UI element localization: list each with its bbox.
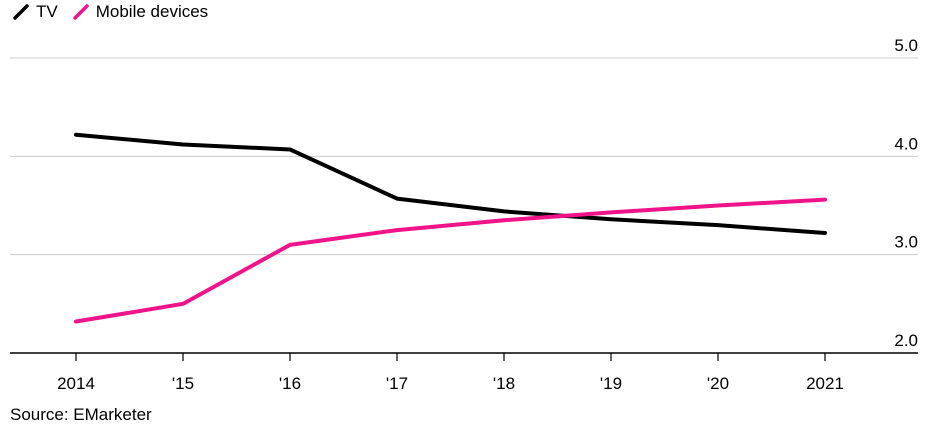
line-chart: 2.0 3.0 4.0 5.0 2014 '15 '16 '17 '18 '19 '20 2021 [10, 36, 918, 393]
y-tick-label: 5.0 [894, 36, 918, 55]
legend-item-mobile: Mobile devices [72, 2, 208, 22]
x-tick-label: 2021 [806, 374, 844, 393]
x-tick-label: '17 [386, 374, 408, 393]
x-tick-label: '20 [707, 374, 729, 393]
x-tick-label: '18 [493, 374, 515, 393]
legend-label-mobile: Mobile devices [95, 2, 209, 21]
y-tick-label: 3.0 [894, 233, 918, 252]
y-tick-label: 4.0 [894, 134, 918, 153]
legend: TV Mobile devices [12, 0, 222, 24]
tv-legend-swatch-icon [13, 4, 29, 20]
x-tick-label: '16 [279, 374, 301, 393]
tv-series-line [74, 132, 827, 236]
legend-item-tv: TV [12, 2, 58, 22]
x-tick-label: '15 [172, 374, 194, 393]
legend-label-tv: TV [36, 2, 58, 21]
y-tick-label: 2.0 [894, 331, 918, 350]
source-note: Source: EMarketer [10, 405, 152, 424]
mobile-series-line [74, 197, 827, 324]
x-tick-label: '19 [600, 374, 622, 393]
mobile-legend-swatch-icon [72, 4, 89, 20]
x-tick-label: 2014 [57, 374, 95, 393]
